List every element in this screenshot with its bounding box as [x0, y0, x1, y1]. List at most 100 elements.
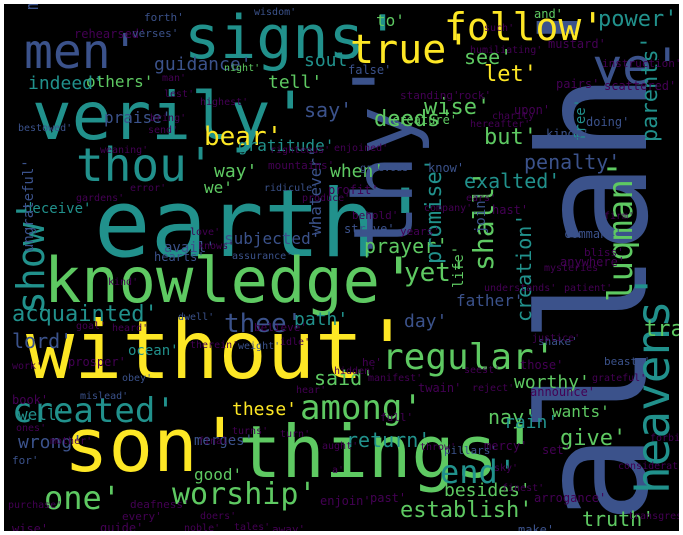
cloud-word: wisdom' — [254, 7, 297, 18]
cloud-word: wants' — [552, 402, 610, 421]
cloud-word: earth' — [94, 170, 434, 279]
cloud-word: soul' — [304, 50, 359, 71]
cloud-word: deeds' — [374, 107, 454, 132]
cloud-word: standing' — [400, 89, 460, 102]
cloud-word: knowledge' — [44, 244, 418, 317]
cloud-word: heard' — [112, 323, 149, 334]
cloud-word: without' — [26, 304, 412, 397]
cloud-word: well' — [18, 405, 67, 424]
cloud-word: see' — [464, 45, 513, 69]
cloud-word: one' — [44, 479, 122, 517]
cloud-word: dwell' — [178, 312, 215, 323]
cloud-word: praise' — [104, 108, 172, 127]
cloud-word: ridicule' — [264, 183, 319, 194]
cloud-word: mustard' — [548, 37, 606, 51]
cloud-word: charity' — [492, 111, 541, 122]
cloud-word: hidden' — [334, 366, 377, 377]
cloud-word: return' — [346, 428, 431, 452]
cloud-word: among' — [300, 388, 423, 428]
cloud-word: tell' — [268, 72, 323, 93]
cloud-word: purchase' — [8, 500, 63, 511]
cloud-word: men' — [24, 24, 140, 80]
cloud-word: know' — [428, 161, 465, 175]
cloud-word: he' — [362, 356, 382, 369]
cloud-word: final' — [198, 436, 235, 447]
cloud-word: forth' — [144, 11, 184, 24]
cloud-word: humiliating' — [470, 45, 543, 56]
cloud-word: creature' — [392, 113, 458, 127]
cloud-word: forbid' — [650, 433, 679, 444]
cloud-word: worthy' — [514, 372, 590, 393]
cloud-word: believe' — [254, 321, 307, 334]
cloud-word: meaning' — [22, 4, 43, 10]
cloud-word: work' — [12, 361, 43, 372]
cloud-word: instruction' — [602, 57, 679, 70]
cloud-word: grievous' — [360, 163, 415, 174]
cloud-word: father' — [456, 291, 524, 310]
cloud-word: verily' — [32, 78, 311, 155]
cloud-word: these' — [232, 399, 298, 420]
cloud-word: thee' — [224, 309, 303, 339]
cloud-word: produce' — [302, 193, 351, 204]
cloud-word: false' — [348, 63, 392, 77]
cloud-word: wise' — [424, 95, 491, 120]
cloud-word: ocean' — [128, 343, 179, 359]
cloud-word: past' — [370, 491, 407, 505]
cloud-word: follow' — [444, 5, 605, 49]
cloud-word: life' — [451, 245, 467, 288]
cloud-word: deafness' — [130, 498, 190, 511]
cloud-word: for' — [12, 454, 39, 467]
cloud-word: hearts' — [154, 250, 205, 264]
cloud-word: reject' — [472, 383, 515, 394]
cloud-word: prosper' — [68, 355, 126, 369]
cloud-word: weaning' — [100, 145, 149, 156]
cloud-word: goal' — [76, 321, 107, 332]
cloud-word: turn' — [280, 429, 311, 440]
cloud-word: rehearsed' — [74, 27, 147, 41]
cloud-word: pillars' — [444, 444, 497, 457]
cloud-word: night' — [224, 63, 261, 74]
cloud-word: hast' — [492, 203, 529, 217]
cloud-word: sky' — [494, 463, 519, 474]
cloud-word: strive' — [344, 222, 395, 236]
cloud-word: ye' — [592, 38, 679, 96]
cloud-word: truth' — [582, 507, 655, 531]
cloud-word: mercy' — [484, 439, 528, 453]
cloud-word: guidance' — [154, 54, 252, 75]
cloud-word: tales' — [234, 522, 271, 532]
cloud-word: pairs' — [556, 77, 600, 91]
cloud-word: day' — [404, 311, 448, 332]
cloud-word: path' — [294, 309, 349, 330]
cloud-word: twain' — [418, 381, 462, 395]
cloud-word: indeed' — [28, 73, 104, 94]
cloud-word: grateful' — [592, 373, 647, 384]
cloud-word: rain' — [504, 412, 559, 433]
cloud-word: doers' — [200, 511, 237, 522]
cloud-word: deceive' — [24, 201, 92, 217]
cloud-word: idle' — [280, 337, 311, 348]
cloud-word: rock' — [458, 89, 492, 102]
cloud-word: ones' — [16, 423, 47, 434]
cloud-word: consideration' — [618, 461, 679, 472]
cloud-word: exalted' — [464, 169, 561, 193]
cloud-word: gardens' — [76, 193, 125, 204]
cloud-word: avail' — [164, 240, 215, 256]
cloud-word: set' — [542, 443, 571, 457]
cloud-word: regular' — [382, 337, 556, 378]
cloud-word: hear' — [296, 385, 327, 396]
cloud-word: nay' — [488, 405, 537, 429]
cloud-word: guide' — [100, 521, 144, 531]
cloud-word: signs' — [184, 4, 401, 73]
cloud-word: away' — [272, 523, 306, 531]
cloud-word: lord' — [12, 329, 73, 353]
cloud-word: gratitude' — [238, 136, 335, 155]
cloud-word: love' — [190, 227, 221, 238]
cloud-word: when' — [330, 161, 385, 182]
cloud-word: highest' — [200, 97, 249, 108]
cloud-word: enjoined' — [334, 143, 389, 154]
cloud-word: kind' — [108, 277, 139, 288]
cloud-word: a' — [332, 465, 345, 476]
cloud-word: son' — [64, 403, 243, 489]
cloud-word: kinds' — [546, 127, 590, 141]
cloud-word: thou' — [76, 138, 215, 192]
